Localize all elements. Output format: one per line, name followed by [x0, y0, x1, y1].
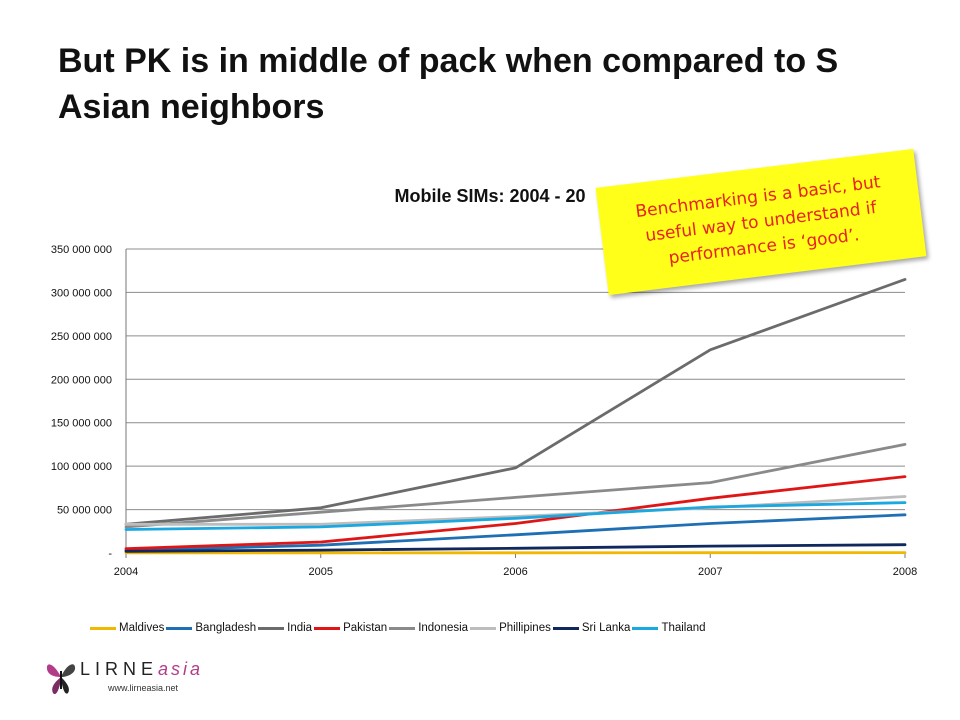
callout-text: Benchmarking is a basic, but useful way … [634, 171, 882, 268]
legend-label: Sri Lanka [581, 622, 631, 634]
y-tick-label: 350 000 000 [51, 244, 112, 256]
legend-label: Bangladesh [195, 622, 257, 634]
legend-swatch [314, 626, 341, 630]
x-tick-label: 2007 [698, 566, 722, 578]
legend-item-maldives: Maldives [90, 622, 164, 634]
y-tick-label: - [108, 548, 112, 560]
legend-label: Maldives [119, 622, 165, 634]
series-line-phillipines [124, 495, 907, 526]
lirneasia-logo: LIRNEasia www.lirneasia.net [44, 655, 204, 701]
y-tick-label: 300 000 000 [51, 287, 112, 299]
legend-swatch [389, 626, 416, 630]
series-line-thailand [124, 501, 907, 531]
legend-swatch [632, 626, 659, 630]
x-tick-label: 2008 [893, 566, 917, 578]
series-line-pakistan [124, 475, 907, 551]
legend-label: India [287, 622, 313, 634]
legend-label: Phillipines [499, 622, 551, 634]
x-tick-label: 2005 [309, 566, 333, 578]
logo-wordmark-main: LIRNE [80, 659, 159, 679]
slide-title: But PK is in middle of pack when compare… [58, 42, 839, 126]
y-tick-label: 50 000 000 [57, 505, 112, 517]
legend-item-bangladesh: Bangladesh [166, 622, 256, 634]
y-tick-label: 200 000 000 [51, 374, 112, 386]
series-line-sri-lanka [124, 543, 907, 553]
legend-item-indonesia: Indonesia [389, 622, 468, 634]
legend-item-sri-lanka: Sri Lanka [552, 622, 631, 634]
logo-wordmark: LIRNEasia [80, 659, 203, 680]
logo-url: www.lirneasia.net [108, 683, 179, 693]
legend-swatch [552, 626, 579, 630]
chart-legend: Maldives Bangladesh India Pakistan Indonesia… [90, 620, 708, 636]
legend-item-pakistan: Pakistan [314, 622, 387, 634]
legend-label: Indonesia [418, 622, 469, 634]
legend-item-phillipines: Phillipines [470, 622, 551, 634]
butterfly-logo-icon [46, 664, 76, 695]
legend-swatch [166, 626, 193, 630]
chart-series [124, 277, 907, 555]
chart-gridlines [126, 248, 905, 554]
series-line-bangladesh [124, 513, 907, 552]
chart-axes: - 50 000 000 100 000 000 150 000 000 200 000… [51, 244, 917, 578]
legend-label: Pakistan [343, 622, 388, 634]
legend-swatch [258, 626, 285, 630]
series-line-india [124, 277, 907, 526]
legend-label: Thailand [661, 622, 706, 634]
legend-swatch [90, 626, 116, 630]
legend-swatch [470, 626, 497, 630]
y-tick-label: 250 000 000 [51, 331, 112, 343]
series-line-indonesia [124, 442, 907, 529]
legend-item-india: India [258, 622, 312, 634]
logo-wordmark-accent: asia [158, 659, 204, 679]
x-tick-label: 2006 [503, 566, 527, 578]
y-tick-label: 150 000 000 [51, 418, 112, 430]
x-tick-label: 2004 [114, 566, 138, 578]
legend-item-thailand: Thailand [632, 622, 706, 634]
chart-title: Mobile SIMs: 2004 - 20 [394, 186, 586, 206]
y-tick-label: 100 000 000 [51, 461, 112, 473]
